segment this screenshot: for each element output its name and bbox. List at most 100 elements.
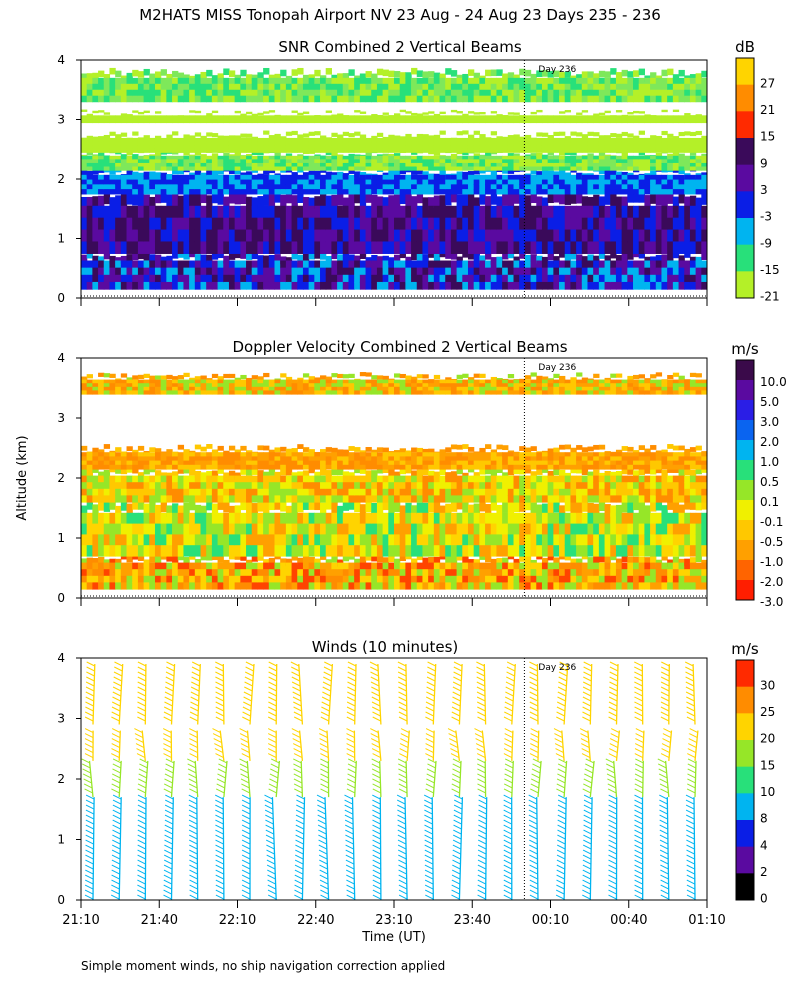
heatmap-cell: [126, 166, 133, 171]
heatmap-cell: [644, 95, 651, 103]
heatmap-cell: [394, 194, 401, 208]
heatmap-cell: [445, 260, 452, 269]
heatmap-cell: [593, 83, 600, 91]
heatmap-cell: [103, 83, 111, 91]
figure-title: M2HATS MISS Tonopah Airport NV 23 Aug - …: [139, 6, 661, 24]
heatmap-cell: [638, 190, 645, 203]
heatmap-cell: [570, 558, 577, 566]
heatmap-cell: [541, 83, 549, 91]
heatmap-cell: [217, 155, 224, 160]
heatmap-cell: [661, 141, 668, 146]
heatmap-cell: [655, 534, 663, 546]
heatmap-cell: [655, 545, 663, 557]
heatmap-cell: [263, 67, 270, 75]
heatmap-cell: [217, 148, 224, 153]
heatmap-cell: [593, 120, 600, 124]
heatmap-cell: [439, 141, 446, 146]
heatmap-cell: [120, 255, 128, 264]
heatmap-cell: [280, 148, 287, 153]
heatmap-cell: [251, 137, 259, 143]
heatmap-cell: [371, 83, 378, 91]
heatmap-cell: [246, 582, 253, 590]
heatmap-cell: [610, 260, 617, 269]
heatmap-cell: [160, 120, 167, 124]
heatmap-cell: [337, 83, 344, 91]
heatmap-cell: [541, 132, 549, 137]
heatmap-cell: [473, 179, 480, 185]
heatmap-cell: [439, 162, 446, 168]
heatmap-cell: [479, 241, 486, 254]
heatmap-cell: [314, 155, 321, 160]
heatmap-cell: [81, 115, 88, 118]
heatmap-cell: [331, 562, 338, 570]
heatmap-cell: [576, 274, 583, 283]
heatmap-cell: [564, 155, 572, 160]
heatmap-cell: [479, 205, 486, 219]
heatmap-cell: [251, 83, 259, 91]
heatmap-cell: [553, 95, 560, 103]
heatmap-cell: [337, 89, 344, 97]
heatmap-cell: [206, 553, 213, 561]
heatmap-cell: [439, 73, 446, 81]
heatmap-cell: [507, 168, 515, 174]
heatmap-cell: [314, 281, 321, 290]
heatmap-cell: [280, 569, 287, 577]
heatmap-cell: [81, 558, 88, 566]
heatmap-cell: [234, 260, 241, 269]
heatmap-cell: [98, 582, 105, 590]
heatmap-cell: [479, 562, 486, 570]
heatmap-cell: [280, 558, 287, 566]
heatmap-cell: [206, 545, 213, 557]
heatmap-cell: [581, 545, 589, 557]
heatmap-cell: [342, 174, 350, 181]
heatmap-cell: [206, 118, 213, 122]
heatmap-cell: [689, 117, 697, 120]
heatmap-cell: [149, 89, 156, 97]
heatmap-cell: [194, 569, 202, 577]
heatmap-cell: [371, 135, 378, 141]
heatmap-cell: [428, 534, 435, 546]
heatmap-cell: [240, 512, 247, 525]
heatmap-cell: [553, 512, 560, 525]
heatmap-cell: [513, 162, 520, 168]
heatmap-cell: [507, 174, 515, 181]
heatmap-cell: [502, 582, 509, 590]
heatmap-cell: [177, 260, 185, 269]
heatmap-cell: [479, 145, 486, 150]
heatmap-cell: [297, 205, 304, 219]
heatmap-cell: [507, 148, 515, 153]
heatmap-cell: [160, 205, 167, 219]
heatmap-cell: [399, 229, 406, 243]
heatmap-cell: [399, 545, 406, 557]
heatmap-cell: [92, 141, 99, 146]
heatmap-cell: [228, 95, 236, 103]
heatmap-cell: [559, 569, 566, 577]
heatmap-cell: [610, 115, 617, 118]
snr-panel-title: SNR Combined 2 Vertical Beams: [278, 38, 521, 56]
heatmap-cell: [376, 241, 384, 254]
heatmap-cell: [314, 217, 321, 231]
heatmap-cell: [536, 582, 543, 590]
heatmap-cell: [462, 217, 469, 231]
heatmap-cell: [86, 89, 93, 97]
heatmap-cell: [183, 120, 190, 124]
heatmap-cell: [411, 137, 418, 143]
heatmap-cell: [280, 115, 287, 118]
heatmap-cell: [502, 77, 509, 85]
heatmap-cell: [217, 523, 224, 535]
heatmap-cell: [411, 89, 418, 97]
heatmap-cell: [257, 534, 264, 546]
heatmap-cell: [462, 148, 469, 153]
heatmap-cell: [354, 545, 361, 557]
heatmap-cell: [320, 281, 327, 290]
heatmap-cell: [570, 512, 577, 525]
heatmap-cell: [200, 217, 207, 231]
heatmap-cell: [154, 95, 162, 103]
heatmap-cell: [143, 68, 150, 76]
heatmap-cell: [342, 162, 350, 168]
heatmap-cell: [268, 575, 276, 583]
heatmap-cell: [689, 118, 697, 122]
heatmap-cell: [587, 153, 594, 158]
heatmap-cell: [507, 83, 515, 91]
heatmap-cell: [371, 174, 378, 181]
